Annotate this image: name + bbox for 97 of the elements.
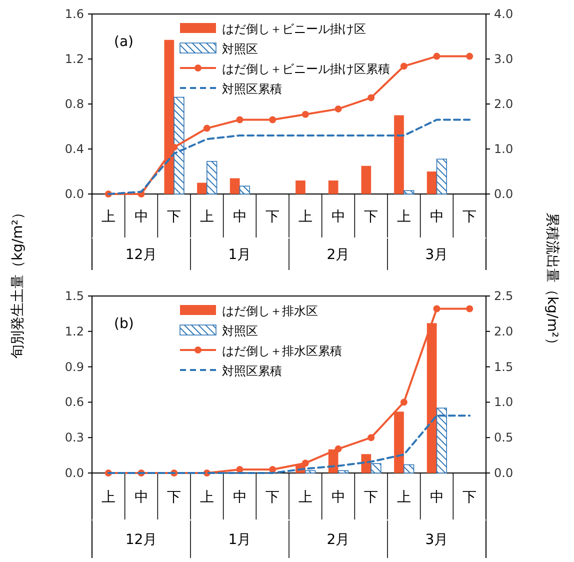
bar — [394, 115, 404, 194]
y2-tick-label: 3.0 — [494, 52, 514, 66]
point — [269, 466, 276, 473]
point — [466, 52, 474, 60]
x-tick-label: 上 — [101, 490, 116, 506]
bar — [404, 464, 414, 474]
x-tick-label: 中 — [331, 209, 346, 225]
bar — [361, 454, 372, 473]
y-tick-label: 0.3 — [64, 430, 84, 445]
point — [236, 116, 244, 124]
x-tick-label: 下 — [462, 490, 477, 506]
x-tick-label: 上 — [200, 209, 214, 225]
x-tick-label: 上 — [396, 490, 411, 506]
point — [368, 94, 375, 102]
text: 1月 — [228, 532, 252, 548]
y2-tick-label: 0.0 — [494, 187, 514, 201]
x-tick-label: 下 — [167, 209, 182, 225]
y-tick-label: 1.2 — [64, 52, 84, 66]
legend-label: 対照区累積 — [222, 364, 282, 378]
x-tick-label: 下 — [364, 209, 378, 225]
x-tick-label: 中 — [331, 490, 346, 506]
y-tick-label: 0.9 — [64, 360, 84, 374]
text: 2月 — [326, 532, 350, 548]
x-tick-label: 中 — [232, 490, 247, 506]
y2-tick-label: 1.0 — [494, 142, 514, 156]
bar — [404, 190, 414, 194]
x-tick-label: 中 — [232, 209, 247, 225]
annotation: (b) — [114, 316, 134, 332]
point — [334, 105, 342, 112]
point — [466, 305, 474, 312]
x-tick-label: 下 — [462, 209, 477, 225]
bar — [230, 178, 240, 194]
bar — [206, 160, 218, 194]
text: 3月 — [425, 247, 448, 263]
y2-axis-title: 累積流出量（kg/m²） — [544, 212, 560, 352]
x-tick-label: 上 — [298, 490, 312, 506]
legend-label: はだ倒し＋ビニール掛け区 — [222, 22, 366, 36]
legend-label: 対照区累積 — [222, 82, 282, 96]
point — [302, 460, 309, 467]
x-tick-label: 下 — [167, 490, 182, 506]
point — [368, 434, 375, 442]
legend-label: はだ倒し＋排水区累積 — [222, 344, 342, 358]
y2-tick-label: 2.0 — [494, 324, 514, 338]
bar — [328, 180, 338, 194]
y-tick-label: 1.5 — [64, 289, 84, 303]
bar — [338, 470, 348, 474]
legend-label: はだ倒し＋排水区 — [222, 304, 318, 318]
y2-tick-label: 0.0 — [494, 466, 514, 480]
point — [302, 110, 309, 118]
x-tick-label: 中 — [430, 490, 444, 506]
bar — [436, 158, 447, 194]
bar — [296, 180, 306, 194]
bar — [197, 182, 207, 194]
point — [334, 445, 342, 452]
bar — [426, 172, 437, 194]
legend-label: 対照区 — [222, 42, 258, 56]
y2-tick-label: 2.0 — [494, 97, 514, 111]
bar — [361, 166, 372, 194]
y2-tick-label: 1.0 — [494, 395, 514, 410]
y-tick-label: 0.8 — [64, 97, 84, 111]
point — [400, 398, 408, 406]
x-tick-label: 下 — [266, 209, 280, 225]
y-tick-label: 1.6 — [64, 7, 84, 21]
y2-tick-label: 4.0 — [494, 7, 514, 21]
point — [433, 52, 440, 60]
text: 12月 — [125, 247, 158, 263]
y-tick-label: 0.6 — [64, 395, 84, 410]
text: 1月 — [228, 247, 252, 263]
x-tick-label: 上 — [396, 209, 411, 225]
text: 2月 — [326, 247, 350, 263]
legend-label: はだ倒し＋ビニール掛け区累積 — [222, 62, 390, 76]
x-tick-label: 下 — [266, 490, 280, 506]
y-axis-title: 旬別発生土量（kg/m²） — [10, 206, 26, 358]
point — [269, 116, 276, 124]
annotation: (a) — [114, 34, 134, 50]
text: 3月 — [425, 532, 448, 548]
y2-tick-label: 1.5 — [494, 360, 514, 374]
point — [203, 124, 210, 132]
point — [400, 62, 408, 70]
y-tick-label: 0.0 — [64, 187, 84, 201]
x-tick-label: 上 — [200, 490, 214, 506]
y2-tick-label: 2.5 — [494, 289, 514, 303]
x-tick-label: 中 — [430, 209, 444, 225]
x-tick-label: 中 — [134, 490, 148, 506]
x-tick-label: 下 — [364, 490, 378, 506]
y-tick-label: 0.0 — [64, 466, 84, 480]
x-tick-label: 上 — [101, 209, 116, 225]
y2-tick-label: 0.5 — [494, 430, 514, 445]
point — [236, 466, 244, 473]
legend-label: 対照区 — [222, 324, 258, 338]
x-tick-label: 中 — [134, 209, 148, 225]
bar — [239, 186, 250, 194]
point — [433, 305, 440, 312]
x-tick-label: 上 — [298, 209, 312, 225]
y-tick-label: 0.4 — [64, 142, 84, 156]
text: 12月 — [125, 532, 158, 548]
y-tick-label: 1.2 — [64, 324, 84, 338]
